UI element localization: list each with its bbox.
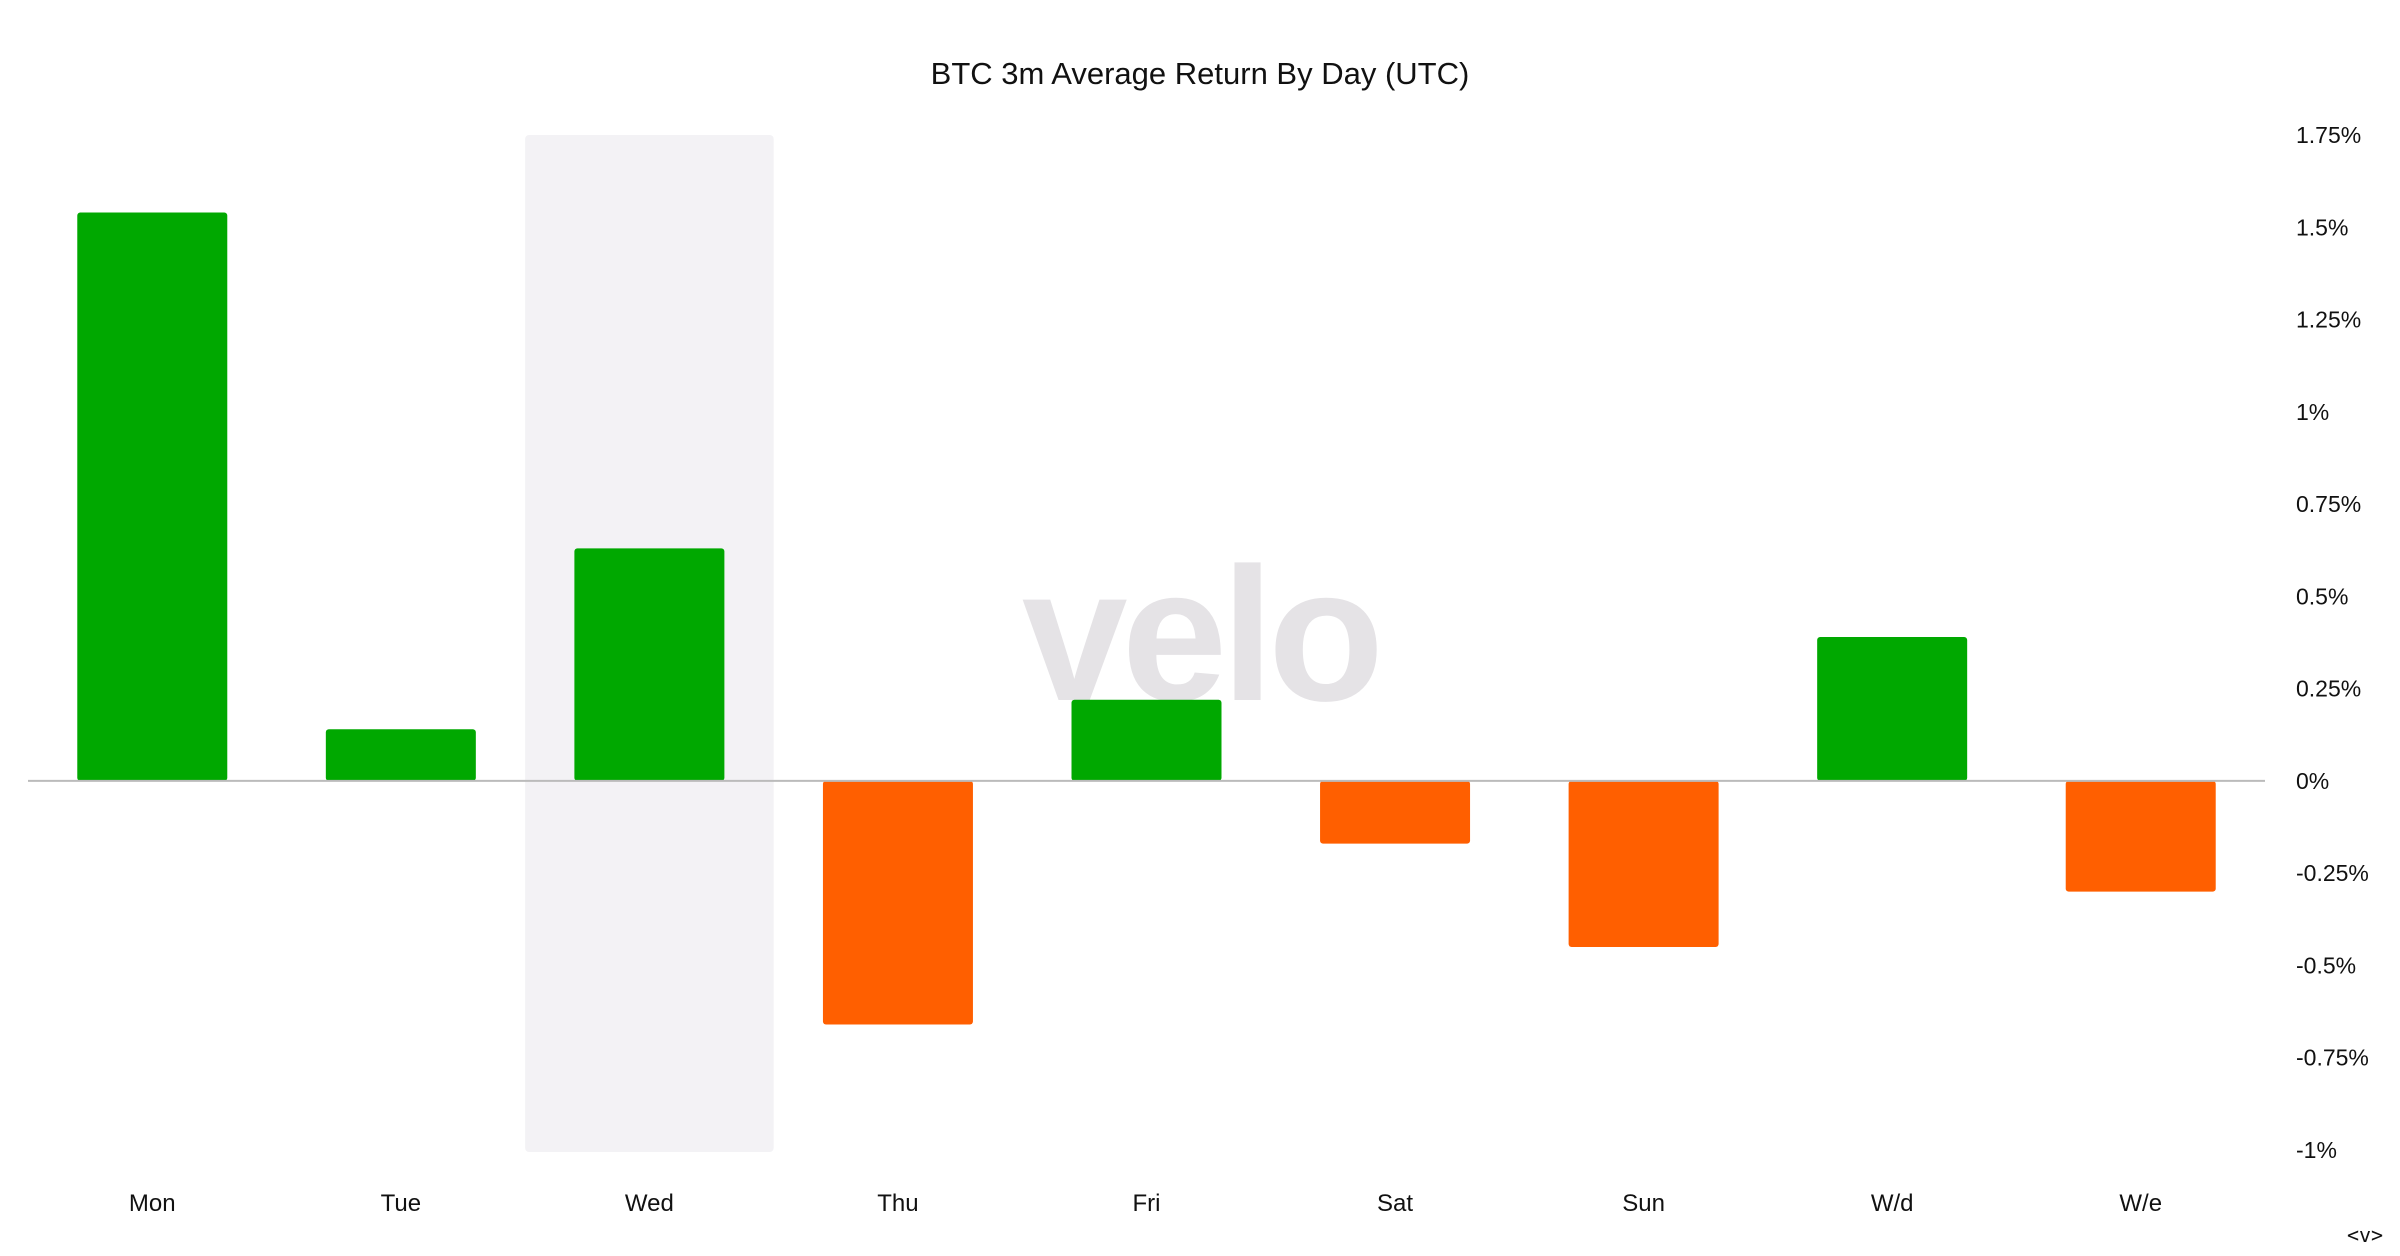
y-tick-label: 1.25%	[2296, 307, 2361, 333]
x-category-label: Sun	[1622, 1190, 1665, 1217]
bar-thu	[822, 780, 973, 1025]
y-tick-label: 0.75%	[2296, 491, 2361, 517]
bar-sun	[1568, 780, 1719, 947]
y-tick-label: -0.75%	[2296, 1045, 2369, 1071]
y-tick-label: 1%	[2296, 399, 2329, 425]
bar-we	[2065, 780, 2216, 892]
x-category-label: Tue	[381, 1190, 421, 1217]
y-tick-label: -0.5%	[2296, 952, 2356, 978]
x-category-label: Thu	[877, 1190, 918, 1217]
y-tick-label: -0.25%	[2296, 860, 2369, 886]
x-category-label: Wed	[625, 1190, 674, 1217]
bar-sat	[1320, 780, 1471, 844]
x-category-label: W/e	[2119, 1190, 2162, 1217]
x-category-label: Fri	[1133, 1190, 1161, 1217]
bar-mon	[77, 212, 228, 781]
y-tick-label: 0.25%	[2296, 676, 2361, 702]
chart-nav-toggle[interactable]: <v>	[2347, 1223, 2383, 1247]
x-category-label: W/d	[1871, 1190, 1914, 1217]
y-tick-label: -1%	[2296, 1137, 2337, 1163]
chart-title: BTC 3m Average Return By Day (UTC)	[931, 56, 1470, 91]
y-tick-label: 0%	[2296, 768, 2329, 794]
y-tick-label: 1.5%	[2296, 214, 2348, 240]
bar-fri	[1071, 699, 1222, 781]
y-tick-label: 1.75%	[2296, 122, 2361, 148]
bar-tue	[325, 729, 476, 781]
x-category-label: Mon	[129, 1190, 176, 1217]
bar-wd	[1817, 636, 1968, 781]
y-tick-label: 0.5%	[2296, 583, 2348, 609]
x-category-label: Sat	[1377, 1190, 1413, 1217]
bar-wed	[574, 548, 725, 781]
